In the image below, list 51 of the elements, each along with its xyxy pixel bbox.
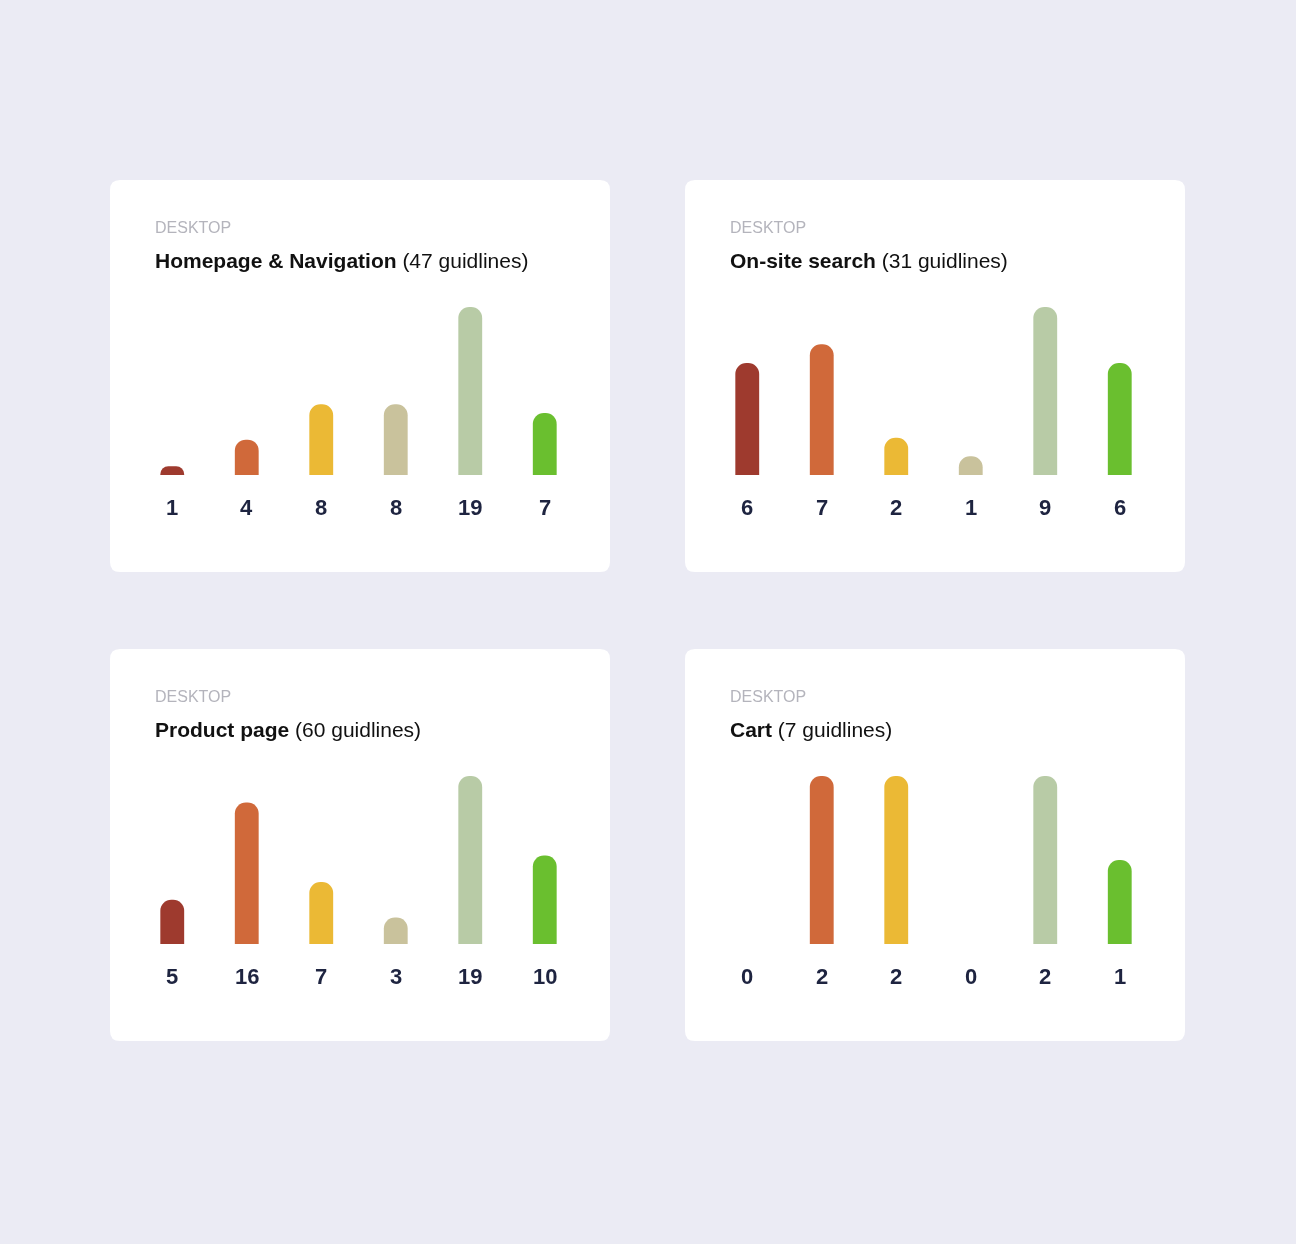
- data-label: 9: [1039, 495, 1052, 520]
- bar: [234, 439, 259, 475]
- bar: [234, 802, 259, 944]
- bar: [309, 404, 334, 475]
- data-label: 19: [458, 495, 483, 520]
- data-label: 8: [390, 495, 403, 520]
- chart-title: On-site search: [730, 249, 876, 272]
- data-label: 16: [235, 964, 260, 989]
- chart-subtitle: DESKTOP: [155, 219, 232, 236]
- data-label: 7: [315, 964, 328, 989]
- chart-title: Homepage & Navigation: [155, 249, 397, 272]
- bar: [1107, 363, 1132, 475]
- bar: [160, 899, 185, 944]
- text: (47 guidlines): [402, 249, 529, 272]
- data-label: 2: [890, 495, 903, 520]
- bar: [532, 855, 557, 944]
- data-label: 6: [741, 495, 754, 520]
- chart-subtitle: DESKTOP: [730, 688, 807, 705]
- data-label: 2: [816, 964, 829, 989]
- chart-title: Cart: [730, 718, 773, 741]
- data-label: 5: [166, 964, 179, 989]
- bar: [884, 437, 909, 475]
- bar: [1033, 307, 1058, 475]
- data-label: 0: [965, 964, 978, 989]
- data-label: 4: [240, 495, 253, 520]
- data-label: 2: [890, 964, 903, 989]
- chart-subtitle: DESKTOP: [730, 219, 807, 236]
- bar: [458, 776, 483, 944]
- text: (60 guidlines): [295, 718, 422, 741]
- bar: [309, 882, 334, 944]
- data-label: 7: [539, 495, 552, 520]
- text: (7 guidlines): [777, 718, 893, 741]
- data-label: 6: [1114, 495, 1127, 520]
- chart-subtitle: DESKTOP: [155, 688, 232, 705]
- bar: [458, 307, 483, 475]
- data-label: 1: [1114, 964, 1127, 989]
- data-label: 1: [965, 495, 978, 520]
- bar: [383, 404, 408, 475]
- data-label: 3: [390, 964, 403, 989]
- data-label: 2: [1039, 964, 1052, 989]
- chart-title: Product page: [155, 718, 290, 741]
- data-label: 8: [315, 495, 328, 520]
- bar: [735, 363, 760, 475]
- data-label: 0: [741, 964, 754, 989]
- data-label: 1: [166, 495, 179, 520]
- bar: [532, 413, 557, 475]
- data-label: 10: [533, 964, 558, 989]
- data-label: 7: [816, 495, 829, 520]
- text: (31 guidlines): [881, 249, 1008, 272]
- bar: [809, 344, 834, 475]
- data-label: 19: [458, 964, 483, 989]
